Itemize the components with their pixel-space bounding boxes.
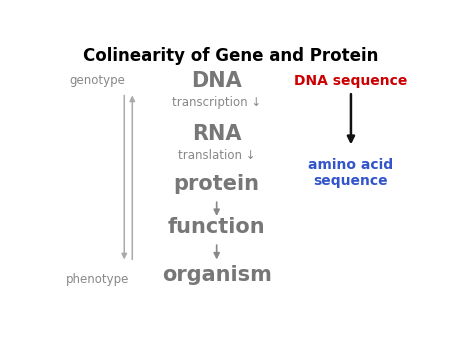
Text: transcription ↓: transcription ↓ [172,96,261,109]
Text: genotype: genotype [69,74,126,88]
Text: DNA: DNA [191,71,242,91]
Text: phenotype: phenotype [66,273,129,286]
Text: translation ↓: translation ↓ [178,149,256,162]
Text: DNA sequence: DNA sequence [294,74,408,88]
Text: function: function [168,217,266,237]
Text: protein: protein [174,174,260,194]
Text: Colinearity of Gene and Protein: Colinearity of Gene and Protein [83,47,378,65]
Text: RNA: RNA [192,124,241,144]
Text: organism: organism [162,265,272,285]
Text: amino acid
sequence: amino acid sequence [308,158,393,188]
